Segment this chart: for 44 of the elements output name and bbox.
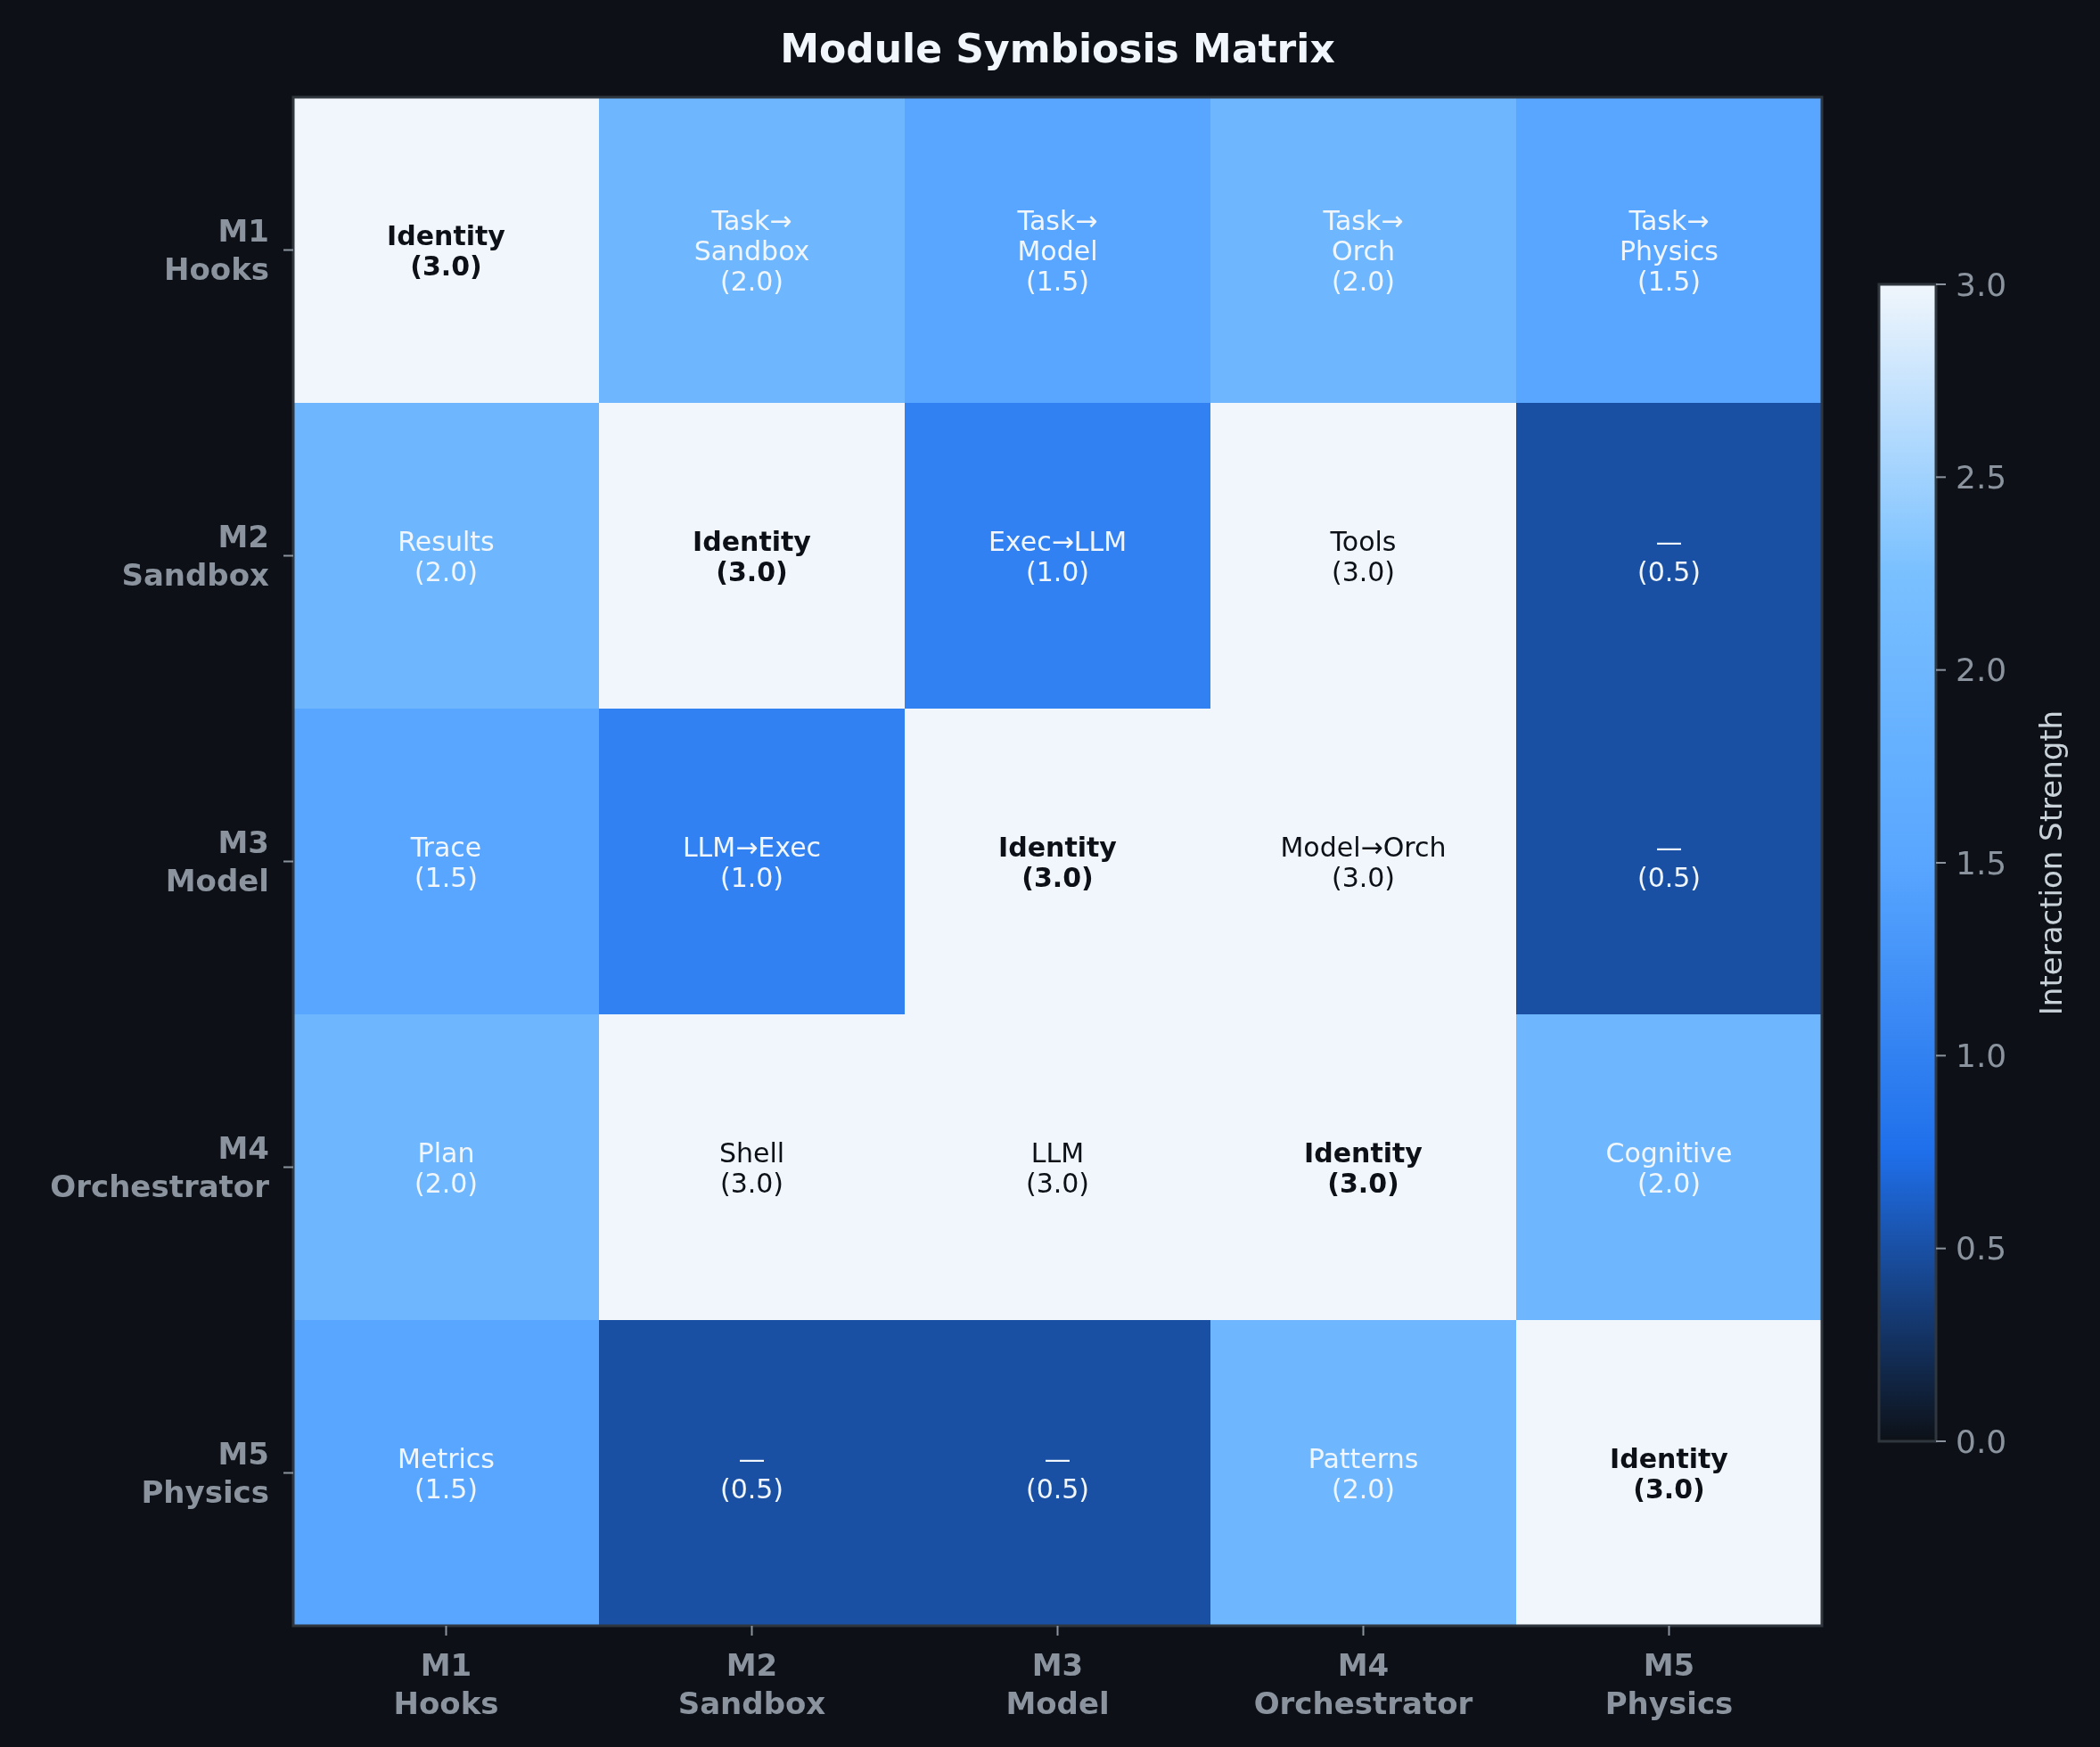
- y-tick-label: M1 Hooks: [163, 213, 269, 287]
- data-label: Exec→LLM (1.0): [988, 525, 1128, 586]
- data-label: — (0.5): [1025, 1442, 1090, 1504]
- data-label: Identity (3.0): [1610, 1442, 1729, 1504]
- data-label: Trace (1.5): [409, 831, 482, 892]
- color-bar-label: 2.5: [1956, 458, 2007, 496]
- data-label: Patterns (2.0): [1308, 1442, 1419, 1504]
- data-label: Identity (3.0): [1304, 1136, 1423, 1198]
- color-bar-label: 1.5: [1956, 844, 2007, 882]
- color-bar-label: 0.0: [1956, 1423, 2007, 1460]
- color-bar-label: 3.0: [1956, 266, 2007, 303]
- data-label: Task→ Sandbox (2.0): [693, 204, 810, 296]
- data-label: LLM (3.0): [1025, 1136, 1090, 1198]
- x-tick-label: M3 Model: [1005, 1646, 1110, 1721]
- y-tick-label: M5 Physics: [141, 1436, 269, 1510]
- data-label: Plan (2.0): [414, 1136, 479, 1198]
- chart-title: Module Symbiosis Matrix: [780, 25, 1335, 71]
- data-label: Identity (3.0): [387, 219, 506, 281]
- data-label: Identity (3.0): [693, 525, 812, 586]
- y-tick-label: M2 Sandbox: [121, 519, 270, 593]
- data-label: Shell (3.0): [718, 1136, 785, 1198]
- x-tick-label: M1 Hooks: [393, 1646, 499, 1721]
- x-tick-label: M5 Physics: [1604, 1646, 1734, 1721]
- color-bar-label: 0.5: [1956, 1230, 2007, 1267]
- data-label: Task→ Physics (1.5): [1620, 204, 1719, 296]
- data-label: Task→ Model (1.5): [1016, 204, 1098, 296]
- data-label: Tools (3.0): [1329, 525, 1397, 586]
- data-label: Results (2.0): [398, 525, 495, 586]
- x-tick-label: M2 Sandbox: [677, 1646, 826, 1721]
- data-label: Identity (3.0): [998, 831, 1118, 892]
- color-bar-title: Interaction Strength: [2033, 709, 2069, 1016]
- data-label: Metrics (1.5): [398, 1442, 495, 1504]
- data-label: — (0.5): [1637, 525, 1702, 586]
- data-label: Model→Orch (3.0): [1280, 831, 1447, 892]
- data-label: Task→ Orch (2.0): [1322, 204, 1404, 296]
- data-label: Cognitive (2.0): [1605, 1136, 1733, 1198]
- x-tick-label: M4 Orchestrator: [1253, 1646, 1473, 1721]
- color-bar-label: 1.0: [1956, 1037, 2007, 1074]
- data-label: — (0.5): [1637, 831, 1702, 892]
- y-tick-label: M4 Orchestrator: [50, 1130, 270, 1204]
- y-tick-label: M3 Model: [165, 824, 269, 898]
- data-label: — (0.5): [719, 1442, 784, 1504]
- color-bar-label: 2.0: [1956, 652, 2007, 689]
- data-label: LLM→Exec (1.0): [682, 831, 822, 892]
